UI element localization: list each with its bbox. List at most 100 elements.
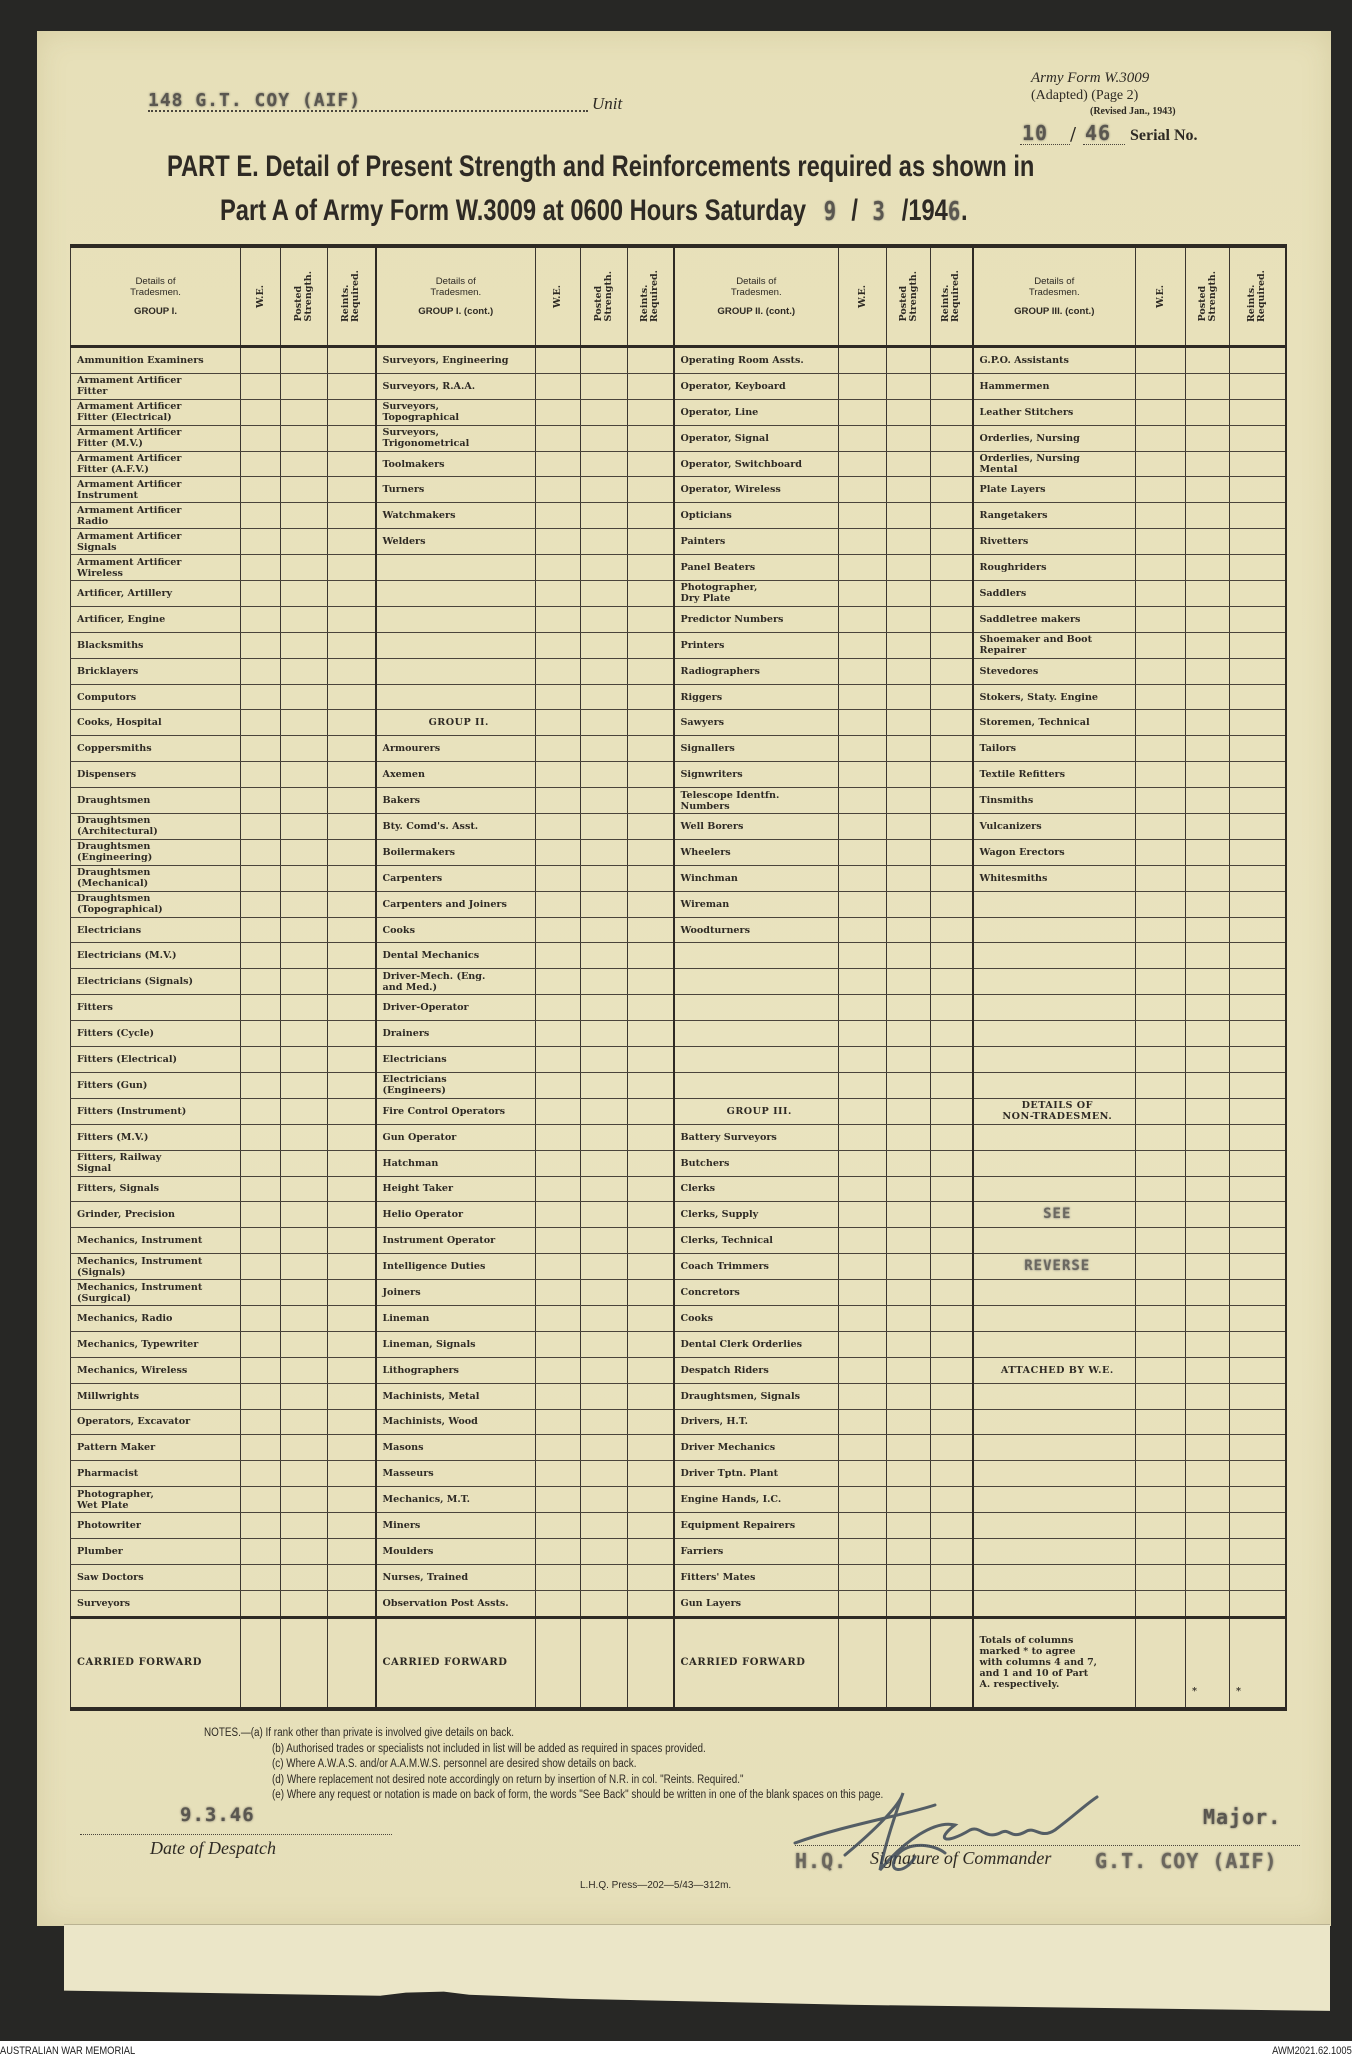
posted-entry-cell[interactable]	[580, 1357, 628, 1384]
reints-entry-cell[interactable]	[327, 658, 377, 685]
we-entry-cell[interactable]	[535, 1564, 581, 1591]
posted-entry-cell[interactable]	[280, 1512, 328, 1539]
posted-entry-cell[interactable]	[580, 1020, 628, 1048]
posted-entry-cell[interactable]	[886, 891, 931, 918]
posted-entry-cell[interactable]	[280, 1305, 328, 1332]
we-entry-cell[interactable]	[1135, 502, 1186, 530]
we-entry-cell[interactable]	[1135, 735, 1186, 763]
posted-entry-cell[interactable]	[580, 1150, 628, 1177]
posted-entry-cell[interactable]	[1185, 787, 1230, 815]
reints-entry-cell[interactable]	[1229, 968, 1287, 996]
posted-entry-cell[interactable]	[886, 1305, 931, 1332]
posted-entry-cell[interactable]	[1185, 813, 1230, 840]
posted-entry-cell[interactable]	[580, 425, 628, 452]
we-entry-cell[interactable]	[535, 528, 581, 556]
reints-entry-cell[interactable]	[327, 1564, 377, 1591]
we-entry-cell[interactable]	[240, 528, 281, 556]
reints-entry-cell[interactable]	[327, 425, 377, 452]
reints-entry-cell[interactable]	[627, 1357, 675, 1384]
posted-entry-cell[interactable]	[1185, 1512, 1230, 1539]
reints-entry-cell[interactable]	[930, 1434, 974, 1462]
posted-entry-cell[interactable]	[580, 1538, 628, 1565]
we-entry-cell[interactable]	[1135, 632, 1186, 659]
we-entry-cell[interactable]	[838, 1201, 887, 1229]
we-entry-cell[interactable]	[240, 942, 281, 970]
reints-entry-cell[interactable]	[627, 994, 675, 1022]
reints-entry-cell[interactable]	[1229, 1512, 1287, 1539]
we-entry-cell[interactable]	[240, 451, 281, 478]
posted-entry-cell[interactable]	[280, 917, 328, 944]
posted-entry-cell[interactable]	[580, 684, 628, 711]
reints-entry-cell[interactable]	[930, 476, 974, 504]
reints-entry-cell[interactable]	[930, 1253, 974, 1281]
posted-entry-cell[interactable]	[280, 1279, 328, 1306]
reints-entry-cell[interactable]	[627, 865, 675, 892]
we-entry-cell[interactable]	[240, 1512, 281, 1539]
we-entry-cell[interactable]	[240, 1201, 281, 1229]
we-entry-cell[interactable]	[838, 994, 887, 1022]
posted-entry-cell[interactable]	[1185, 606, 1230, 633]
posted-entry-cell[interactable]	[580, 1564, 628, 1591]
posted-entry-cell[interactable]	[886, 1564, 931, 1591]
posted-entry-cell[interactable]	[886, 1383, 931, 1410]
posted-entry-cell[interactable]	[886, 1253, 931, 1281]
we-entry-cell[interactable]	[1135, 476, 1186, 504]
reints-entry-cell[interactable]	[327, 1279, 377, 1306]
posted-entry-cell[interactable]	[280, 476, 328, 504]
posted-entry-cell[interactable]	[280, 787, 328, 815]
reints-entry-cell[interactable]	[627, 735, 675, 763]
we-entry-cell[interactable]	[1135, 1020, 1186, 1048]
posted-entry-cell[interactable]	[1185, 709, 1230, 737]
we-entry-cell[interactable]	[1135, 1538, 1186, 1565]
we-entry-cell[interactable]	[838, 425, 887, 452]
posted-entry-cell[interactable]	[280, 580, 328, 607]
reints-entry-cell[interactable]	[1229, 1460, 1287, 1488]
we-entry-cell[interactable]	[535, 1512, 581, 1539]
reints-entry-cell[interactable]	[1229, 1253, 1287, 1281]
we-entry-cell[interactable]	[838, 1150, 887, 1177]
posted-entry-cell[interactable]	[1185, 1409, 1230, 1436]
we-entry-cell[interactable]	[1135, 580, 1186, 607]
posted-entry-cell[interactable]	[1185, 1564, 1230, 1591]
reints-entry-cell[interactable]	[627, 1072, 675, 1099]
reints-entry-cell[interactable]	[627, 1150, 675, 1177]
we-entry-cell[interactable]	[240, 1434, 281, 1462]
we-entry-cell[interactable]	[838, 1331, 887, 1358]
we-entry-cell[interactable]	[838, 1512, 887, 1539]
reints-entry-cell[interactable]	[327, 968, 377, 996]
posted-entry-cell[interactable]	[886, 917, 931, 944]
reints-entry-cell[interactable]	[627, 346, 675, 374]
we-entry-cell[interactable]	[838, 1046, 887, 1073]
posted-entry-cell[interactable]	[1185, 917, 1230, 944]
we-total-cell[interactable]	[535, 1615, 581, 1711]
we-entry-cell[interactable]	[535, 1253, 581, 1281]
reints-entry-cell[interactable]	[930, 451, 974, 478]
we-entry-cell[interactable]	[838, 1098, 887, 1125]
reints-total-cell[interactable]	[627, 1615, 675, 1711]
posted-entry-cell[interactable]	[1185, 1305, 1230, 1332]
posted-entry-cell[interactable]	[886, 1201, 931, 1229]
we-entry-cell[interactable]	[838, 684, 887, 711]
we-entry-cell[interactable]	[240, 399, 281, 426]
posted-entry-cell[interactable]	[886, 1046, 931, 1073]
we-entry-cell[interactable]	[240, 346, 281, 374]
we-entry-cell[interactable]	[535, 399, 581, 426]
reints-entry-cell[interactable]	[930, 1383, 974, 1410]
we-entry-cell[interactable]	[240, 787, 281, 815]
reints-entry-cell[interactable]	[930, 1590, 974, 1618]
reints-entry-cell[interactable]	[1229, 865, 1287, 892]
we-entry-cell[interactable]	[1135, 1046, 1186, 1073]
we-entry-cell[interactable]	[240, 632, 281, 659]
we-entry-cell[interactable]	[1135, 1176, 1186, 1203]
reints-entry-cell[interactable]	[1229, 399, 1287, 426]
posted-entry-cell[interactable]	[1185, 1227, 1230, 1255]
reints-entry-cell[interactable]	[627, 1512, 675, 1539]
posted-entry-cell[interactable]	[580, 1124, 628, 1151]
posted-entry-cell[interactable]	[580, 1434, 628, 1462]
we-entry-cell[interactable]	[838, 1434, 887, 1462]
we-entry-cell[interactable]	[535, 709, 581, 737]
reints-entry-cell[interactable]	[327, 865, 377, 892]
posted-entry-cell[interactable]	[1185, 968, 1230, 996]
posted-entry-cell[interactable]	[280, 1176, 328, 1203]
reints-entry-cell[interactable]	[327, 942, 377, 970]
